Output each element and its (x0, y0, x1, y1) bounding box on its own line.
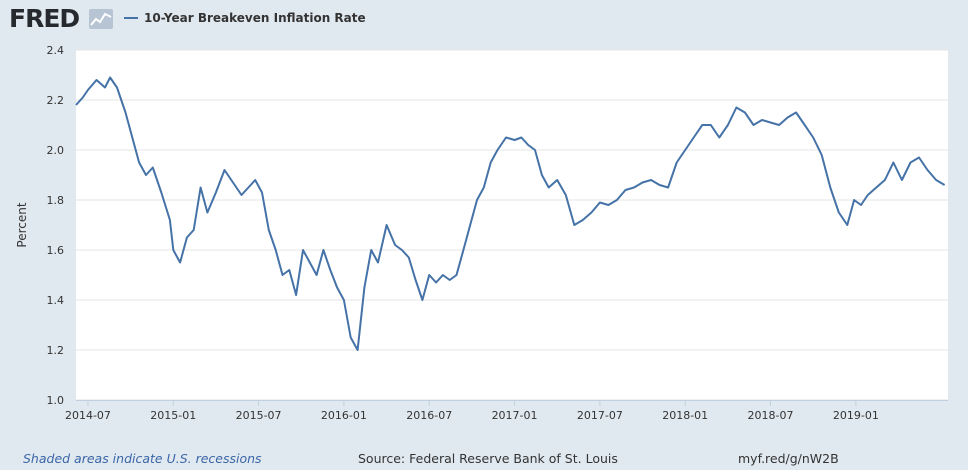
short-url-link[interactable]: myf.red/g/nW2B (738, 451, 839, 466)
legend-line-swatch (124, 17, 138, 19)
chart-area: 1.01.21.41.61.82.02.22.4 2014-07 2015-01 2… (15, 44, 948, 422)
series-line-10y-breakeven (75, 76, 946, 351)
chart-header: FRED 10-Year Breakeven Inflation Rate (0, 0, 968, 36)
x-tick-label: 2018-01 (662, 409, 708, 422)
y-axis-label: Percent (15, 202, 29, 247)
y-tick-label: 1.4 (47, 294, 65, 307)
recession-note-link[interactable]: Shaded areas indicate U.S. recessions (23, 451, 262, 466)
x-tick-label: 2018-07 (748, 409, 794, 422)
fred-graph-icon (89, 9, 113, 29)
x-tick-label: 2019-01 (833, 409, 879, 422)
source-note: Source: Federal Reserve Bank of St. Loui… (358, 451, 618, 466)
x-tick-label: 2014-07 (65, 409, 111, 422)
plot-background (76, 50, 948, 400)
y-axis: 1.0 1.2 1.4 1.6 1.8 2.0 2.2 2.4 (47, 44, 65, 407)
y-tick-label: 1.0 (47, 394, 65, 407)
x-tick-label: 2015-07 (236, 409, 282, 422)
x-tick-label: 2016-01 (321, 409, 367, 422)
y-tick-label: 1.2 (47, 344, 65, 357)
y-tick-label: 2.0 (47, 144, 65, 157)
fred-logo[interactable]: FRED (9, 4, 80, 33)
x-tick-label: 2017-07 (577, 409, 623, 422)
x-tick-label: 2015-01 (150, 409, 196, 422)
y-tick-label: 1.6 (47, 244, 65, 257)
y-tick-label: 2.4 (47, 44, 65, 57)
y-tick-label: 1.8 (47, 194, 65, 207)
x-tick-label: 2016-07 (406, 409, 452, 422)
x-axis: 2014-07 2015-01 2015-07 2016-01 2016-07 2017-… (65, 400, 948, 422)
y-tick-label: 2.2 (47, 94, 65, 107)
x-tick-label: 2017-01 (492, 409, 538, 422)
legend-label: 10-Year Breakeven Inflation Rate (144, 11, 366, 25)
